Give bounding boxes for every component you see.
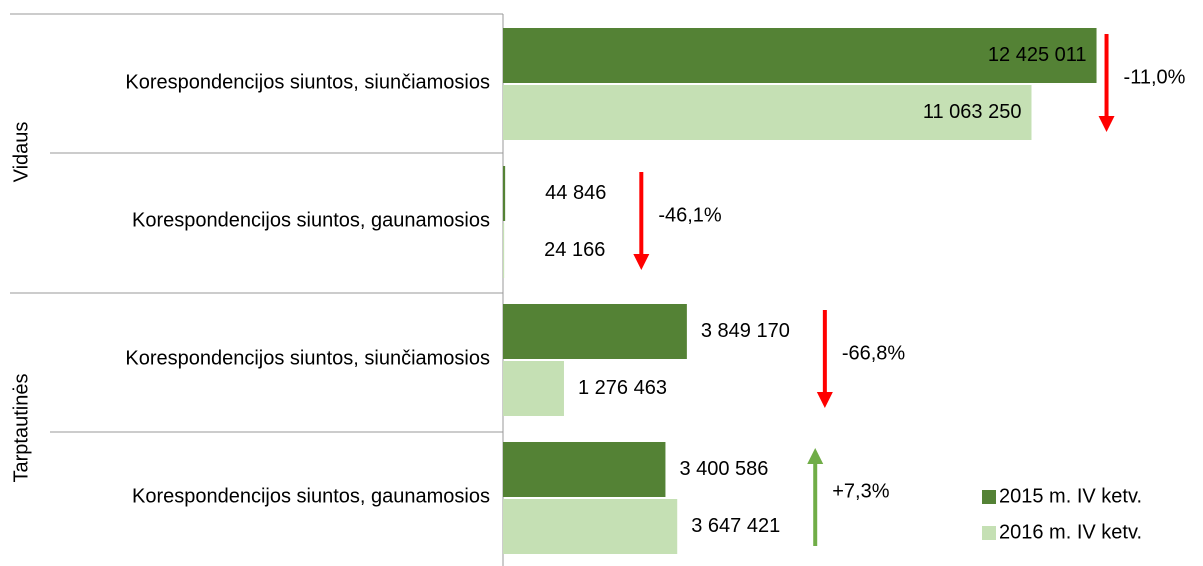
bar [503,223,505,278]
category-label: Korespondencijos siuntos, siunčiamosios [125,347,490,369]
change-label: +7,3% [832,480,889,502]
legend-label: 2015 m. IV ketv. [999,485,1142,507]
change-arrowhead [816,392,833,408]
value-label: 12 425 011 [988,44,1087,66]
value-label: 3 849 170 [701,320,790,342]
bar [503,85,1032,140]
change-arrowhead [807,448,824,464]
value-label: 1 276 463 [578,377,667,399]
legend-label: 2016 m. IV ketv. [999,521,1142,543]
value-label: 44 846 [545,182,606,204]
bar [503,499,678,554]
group-label: Tarptautinės [10,374,32,483]
bar [503,166,506,221]
value-label: 3 647 421 [691,515,780,537]
change-label: -11,0% [1124,66,1186,88]
value-label: 24 166 [544,239,605,261]
change-arrowhead [633,254,650,270]
category-label: Korespondencijos siuntos, siunčiamosios [125,71,490,93]
change-arrowhead [1098,116,1115,132]
category-label: Korespondencijos siuntos, gaunamosios [132,485,490,507]
legend-swatch [982,490,996,504]
value-label: 11 063 250 [923,101,1022,123]
change-label: -66,8% [842,342,906,364]
bar [503,442,666,497]
change-label: -46,1% [658,204,722,226]
bar [503,361,564,416]
legend-swatch [982,526,996,540]
value-label: 3 400 586 [679,458,768,480]
category-label: Korespondencijos siuntos, gaunamosios [132,209,490,231]
bar [503,304,687,359]
bar [503,28,1097,83]
group-label: Vidaus [10,122,32,183]
